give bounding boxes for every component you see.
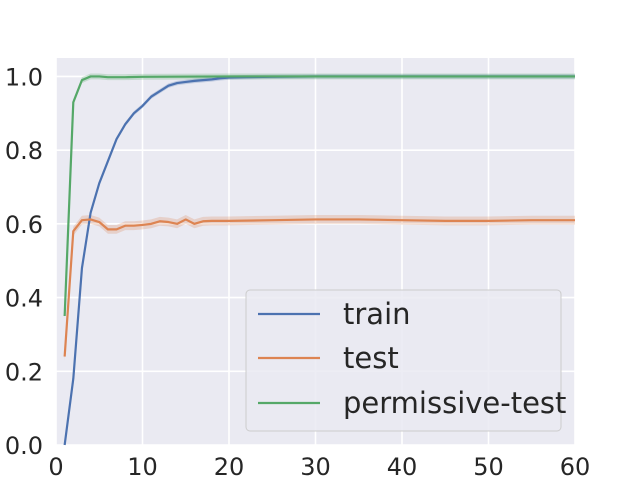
- x-tick-label: 40: [387, 453, 418, 480]
- x-tick-label: 10: [127, 453, 158, 480]
- y-tick-label: 0.2: [5, 358, 43, 386]
- y-tick-label: 0.0: [5, 432, 43, 460]
- legend-label: permissive-test: [343, 386, 566, 420]
- x-tick-label: 30: [300, 453, 331, 480]
- y-tick-label: 0.4: [5, 285, 43, 313]
- x-tick-label: 0: [48, 453, 63, 480]
- x-tick-label: 20: [214, 453, 245, 480]
- x-tick-label: 60: [560, 453, 591, 480]
- x-tick-label: 50: [473, 453, 504, 480]
- legend-label: train: [343, 297, 411, 331]
- series-line: [63, 218, 575, 357]
- y-tick-label: 0.6: [5, 211, 43, 239]
- series-line: [63, 75, 575, 317]
- legend-box: [245, 289, 562, 432]
- legend[interactable]: train test permissive-test: [245, 289, 566, 432]
- axis-tick-labels: 0 10 20 30 40 50 60 0.0 0.2 0.4 0.6 0.8 1.0: [5, 63, 590, 480]
- series-lines: [63, 75, 575, 446]
- y-tick-label: 0.8: [5, 137, 43, 165]
- legend-label: test: [343, 341, 399, 375]
- y-tick-label: 1.0: [5, 63, 43, 91]
